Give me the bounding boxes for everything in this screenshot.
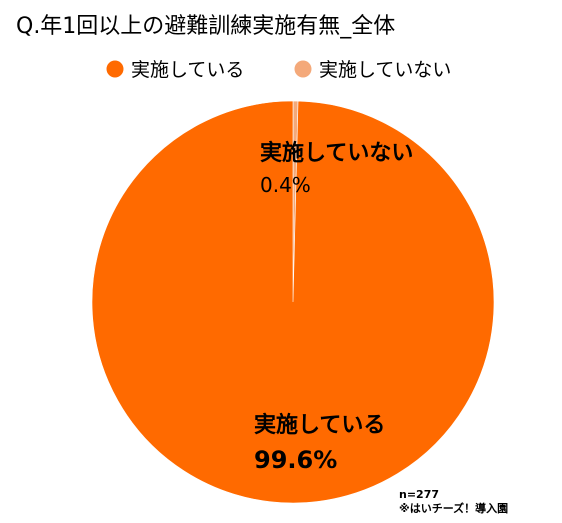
slice-name-implemented: 実施している (254, 412, 385, 438)
legend-swatch-implemented (106, 60, 124, 78)
legend: 実施している 実施していない (106, 59, 451, 81)
legend-label-implemented: 実施している (131, 59, 244, 81)
pie-slice-implemented (91, 100, 495, 504)
slice-name-not-implemented: 実施していない (260, 140, 413, 166)
chart-title: Q.年1回以上の避難訓練実施有無_全体 (16, 14, 395, 39)
footnote-source: ※はいチーズ！導入園 (399, 501, 508, 515)
legend-swatch-not-implemented (294, 60, 312, 78)
footnote-n: n=277 (399, 488, 439, 501)
legend-label-not-implemented: 実施していない (319, 59, 451, 81)
slice-value-not-implemented: 0.4% (260, 173, 311, 197)
slice-value-implemented: 99.6% (254, 446, 337, 474)
pie-slices (91, 100, 495, 504)
